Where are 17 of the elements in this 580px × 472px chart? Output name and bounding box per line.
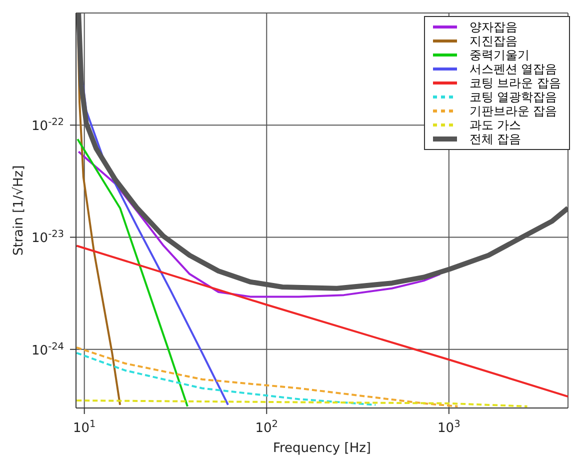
legend-label: 전체 잡음 <box>469 132 522 146</box>
legend-label: 중력기울기 <box>469 48 530 62</box>
legend-label: 과도 가스 <box>469 118 522 132</box>
legend-label: 지진잡음 <box>469 34 518 48</box>
x-tick-label: 10$^{1}$ <box>72 418 96 436</box>
x-tick-label: 10$^{2}$ <box>255 418 278 436</box>
legend-label: 양자잡음 <box>469 20 518 34</box>
x-axis-title: Frequency [Hz] <box>272 441 372 456</box>
legend-label: 기판브라운 잡음 <box>469 104 558 118</box>
legend-label: 코팅 브라운 잡음 <box>469 76 561 90</box>
y-axis-title: Strain [1/√Hz] <box>12 165 27 256</box>
legend-label: 서스펜션 열잡음 <box>469 62 558 76</box>
legend-label: 코팅 열광학잡음 <box>469 90 558 104</box>
y-tick-label: 10$^{-24}$ <box>32 340 64 358</box>
x-tick-label: 10$^{3}$ <box>438 418 460 436</box>
y-tick-label: 10$^{-23}$ <box>32 228 64 246</box>
y-tick-label: 10$^{-22}$ <box>32 116 64 134</box>
